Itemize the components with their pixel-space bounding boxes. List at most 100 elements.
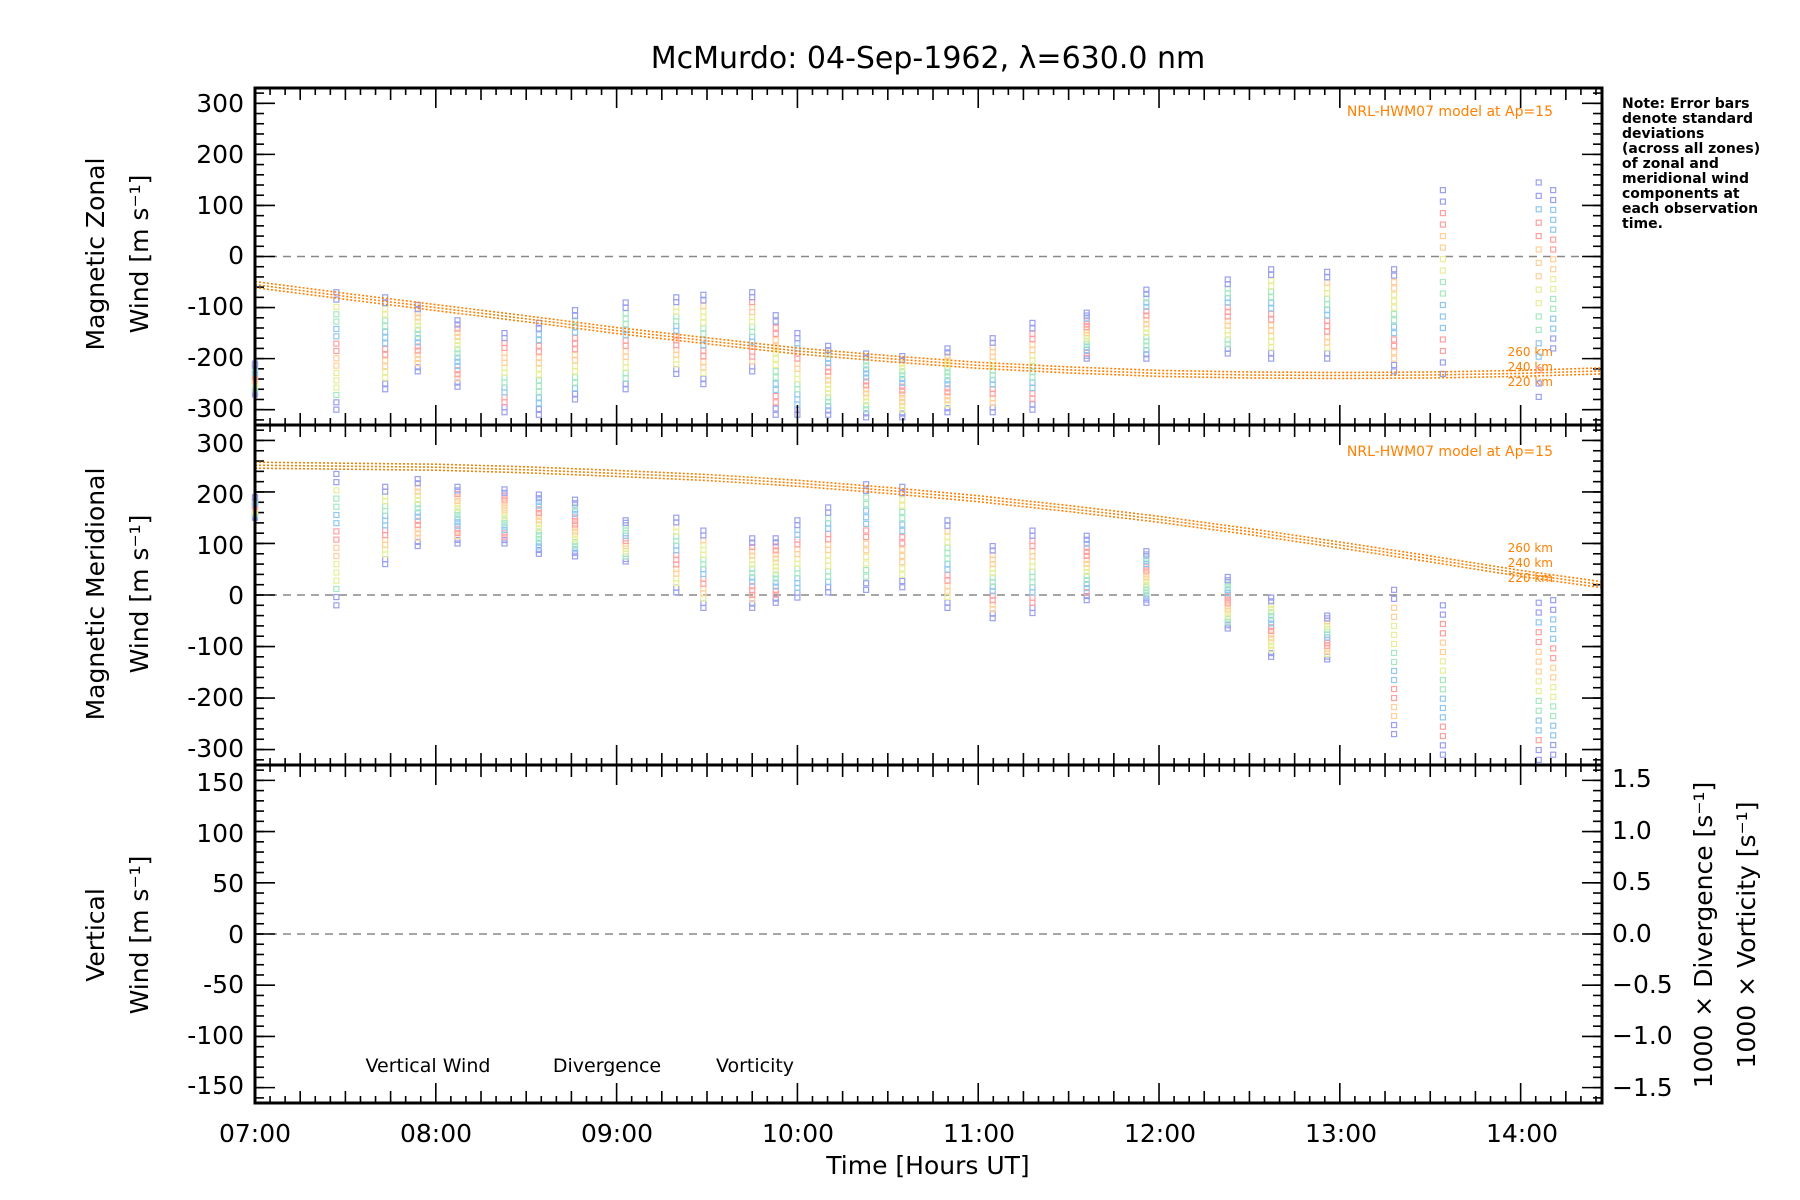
meridional-obs-point (899, 527, 906, 534)
zonal-obs-point (1029, 357, 1036, 364)
zonal-obs-point (501, 389, 508, 396)
zonal-obs-point (772, 312, 779, 319)
meridional-obs-point (1535, 727, 1542, 734)
meridional-obs-point (825, 530, 832, 538)
meridional-obs-point (825, 568, 832, 575)
zonal-obs-point (454, 371, 461, 378)
meridional-obs-point (414, 480, 421, 487)
zonal-obs-point (622, 299, 629, 306)
zonal-obs-point (1550, 335, 1557, 342)
meridional-obs-point (333, 593, 340, 601)
meridional-obs-point (1390, 685, 1398, 693)
zonal-obs-point (772, 405, 779, 412)
meridional-obs-point (535, 539, 542, 546)
meridional-obs-point (454, 497, 461, 505)
meridional-obs-point (944, 539, 951, 546)
zonal-obs-point (749, 299, 756, 306)
zonal-model-label: NRL-HWM07 model at Ap=15 (1347, 104, 1553, 120)
zonal-obs-point (749, 313, 756, 321)
zonal-obs-point (1143, 333, 1150, 341)
zonal-obs-point (1535, 313, 1542, 320)
meridional-obs-point (1535, 717, 1542, 724)
meridional-ylabel-line2: Wind [m s⁻¹] (125, 515, 154, 674)
zonal-obs-point (1550, 285, 1557, 293)
meridional-obs-point (333, 585, 340, 592)
zonal-obs-point (571, 362, 579, 370)
meridional-obs-point (899, 552, 906, 559)
zonal-obs-point (501, 409, 508, 416)
zonal-obs-point (535, 400, 542, 407)
zonal-obs-point (622, 342, 629, 349)
zonal-obs-point (454, 317, 461, 324)
zonal-obs-point (1029, 336, 1036, 343)
meridional-obs-point (1083, 540, 1090, 547)
zonal-obs-point (794, 365, 801, 372)
zonal-obs-point (1268, 305, 1275, 312)
x-tick-label: 10:00 (762, 1119, 834, 1148)
zonal-obs-point (454, 354, 461, 361)
meridional-obs-point (1029, 537, 1036, 545)
zonal-obs-point (899, 383, 906, 390)
meridional-obs-point (772, 571, 779, 578)
meridional-obs-point (1029, 568, 1036, 575)
zonal-obs-point (501, 369, 508, 376)
meridional-obs-point (1224, 625, 1231, 632)
meridional-obs-point (1143, 554, 1150, 561)
zonal-obs-point (1390, 310, 1398, 318)
zonal-obs-point (1390, 342, 1398, 349)
meridional-obs-point (382, 483, 389, 490)
zonal-obs-point (1268, 266, 1275, 273)
zonal-obs-point (944, 377, 951, 384)
meridional-obs-point (1550, 645, 1557, 652)
zonal-obs-point (571, 334, 579, 342)
meridional-obs-point (333, 577, 340, 584)
meridional-obs-point (1143, 560, 1150, 568)
zonal-obs-point (863, 378, 870, 385)
zonal-obs-point (1535, 286, 1542, 293)
zonal-obs-point (700, 314, 707, 321)
zonal-obs-point (1550, 187, 1557, 194)
zonal-obs-point (749, 328, 756, 335)
meridional-obs-point (1390, 586, 1398, 593)
zonal-obs-point (622, 321, 629, 328)
zonal-obs-point (622, 375, 629, 382)
meridional-obs-point (1083, 560, 1090, 568)
zonal-obs-point (863, 374, 870, 381)
meridional-obs-point (1390, 613, 1398, 620)
zonal-obs-point (825, 342, 832, 349)
meridional-obs-point (863, 540, 870, 547)
zonal-obs-point (700, 319, 707, 326)
meridional-obs-point (1439, 630, 1446, 637)
meridional-obs-point (1268, 612, 1275, 620)
meridional-obs-point (825, 584, 832, 591)
zonal-obs-point (794, 329, 801, 337)
zonal-obs-point (825, 394, 832, 401)
zonal-obs-point (454, 358, 461, 365)
zonal-obs-point (1324, 284, 1331, 292)
zonal-obs-point (1550, 196, 1557, 204)
zonal-obs-point (382, 334, 389, 341)
zonal-obs-point (1029, 395, 1036, 402)
meridional-obs-point (944, 577, 951, 584)
zonal-obs-point (414, 339, 421, 346)
zonal-obs-point (414, 368, 421, 375)
zonal-obs-point (700, 302, 707, 310)
zonal-obs-point (1550, 305, 1557, 312)
meridional-obs-point (535, 535, 542, 543)
meridional-y-tick-label: 200 (196, 480, 244, 509)
meridional-obs-point (1029, 548, 1036, 555)
zonal-obs-point (454, 321, 461, 328)
meridional-obs-point (1439, 648, 1446, 656)
meridional-obs-point (1029, 542, 1036, 550)
meridional-obs-point (535, 543, 542, 550)
meridional-obs-point (1224, 602, 1231, 610)
meridional-obs-point (414, 492, 421, 499)
zonal-obs-point (1535, 246, 1542, 253)
meridional-obs-point (749, 539, 756, 546)
note-line: time. (1622, 216, 1663, 232)
meridional-obs-point (749, 535, 756, 542)
meridional-obs-point (772, 579, 779, 586)
zonal-obs-point (333, 355, 340, 362)
meridional-obs-point (1268, 650, 1275, 657)
meridional-obs-point (863, 553, 870, 560)
